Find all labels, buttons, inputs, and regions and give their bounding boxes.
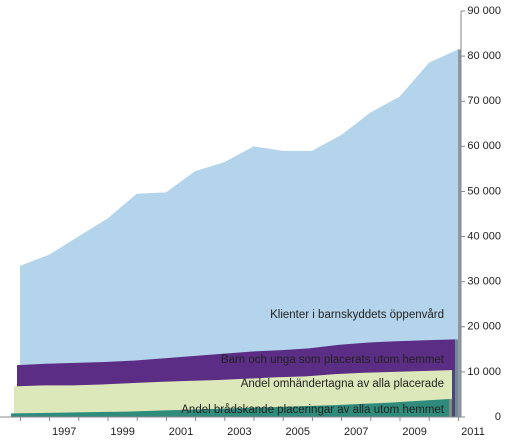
y-tick-label: 90 000	[467, 5, 501, 17]
area	[11, 398, 449, 417]
y-tick-label: 70 000	[467, 95, 501, 107]
x-tick-label: 2011	[461, 426, 485, 438]
x-tick-label: 2003	[227, 426, 251, 438]
area-side	[458, 49, 461, 417]
x-tick-label: 1999	[110, 426, 134, 438]
y-tick-label: 50 000	[467, 185, 501, 197]
area	[20, 49, 458, 417]
area-side	[449, 398, 452, 417]
x-tick-label: 2009	[402, 426, 426, 438]
area-side	[452, 370, 455, 417]
y-tick-label: 30 000	[467, 276, 501, 288]
series-label: Andel brådskande placeringar av alla uto…	[181, 404, 445, 416]
x-tick-label: 2005	[286, 426, 310, 438]
series-label: Klienter i barnskyddets öppenvård	[270, 309, 444, 321]
x-tick-label: 2001	[169, 426, 193, 438]
series-label: Andel omhändertagna av alla placerade	[241, 378, 444, 390]
x-tick-label: 2007	[344, 426, 368, 438]
area-side	[455, 339, 458, 417]
y-tick-label: 80 000	[467, 50, 501, 62]
y-tick-label: 0	[495, 411, 501, 423]
x-tick-label: 1997	[52, 426, 76, 438]
y-tick-label: 10 000	[467, 366, 501, 378]
y-tick-label: 20 000	[467, 321, 501, 333]
series-label: Barn och unga som placerats utom hemmet	[221, 354, 445, 366]
y-tick-label: 60 000	[467, 140, 501, 152]
y-tick-label: 40 000	[467, 230, 501, 242]
